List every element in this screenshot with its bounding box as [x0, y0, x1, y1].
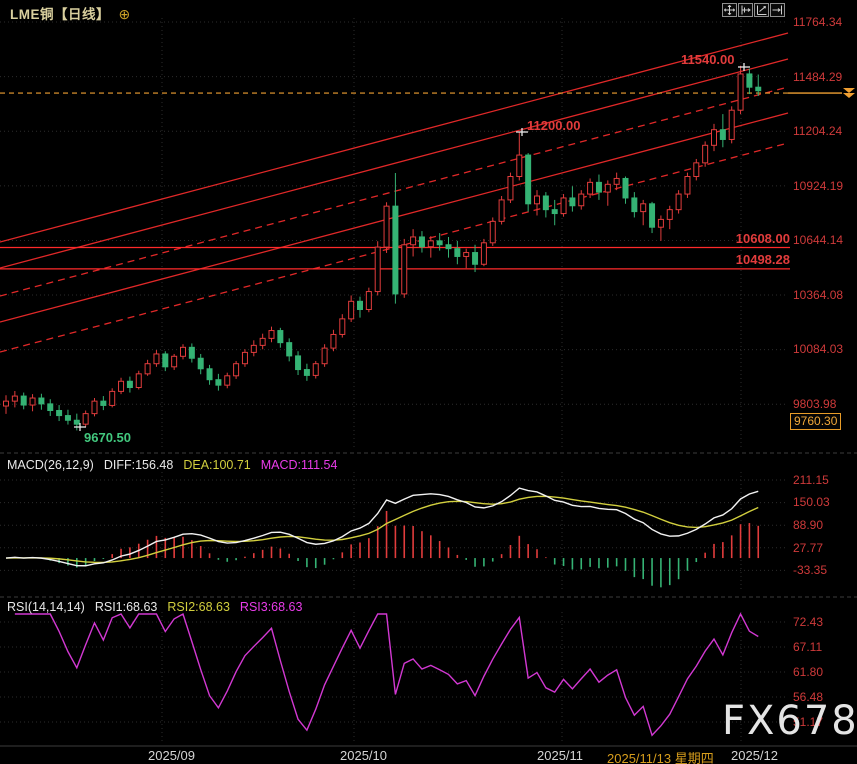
price-axis-label: 11484.29: [793, 70, 843, 84]
macd-axis-label: -33.35: [793, 563, 828, 577]
page-title: LME铜【日线】: [10, 7, 110, 22]
rsi-axis-label: 56.48: [793, 690, 824, 704]
date-axis-label: 2025/12: [731, 748, 778, 763]
annotation-support-10608: 10608.00: [735, 231, 790, 246]
gridlines: [0, 18, 857, 747]
macd-macd-value: MACD:111.54: [260, 458, 338, 472]
cross-markers: [74, 63, 750, 431]
macd-diff-value: DIFF:156.48: [103, 458, 174, 472]
rsi-param-label: RSI(14,14,14): [7, 600, 85, 614]
date-axis-label: 2025/09: [148, 748, 195, 763]
macd-axis-label: 211.15: [793, 473, 829, 487]
cursor-price-badge: 9760.30: [790, 413, 842, 430]
x-axis-scale-icon[interactable]: [754, 3, 769, 17]
macd-axis-label: 27.77: [793, 541, 824, 555]
macd-param-label: MACD(26,12,9): [7, 458, 94, 472]
rsi2-value: RSI2:68.63: [167, 600, 230, 614]
price-axis-label: 11204.24: [793, 124, 843, 138]
macd-lines: [5, 487, 759, 567]
date-axis-label: 2025/11: [537, 748, 584, 763]
titlebar: LME铜【日线】 ⊕: [10, 3, 130, 24]
macd-dea-value: DEA:100.71: [183, 458, 251, 472]
price-axis-label: 10644.14: [793, 233, 844, 247]
date-axis-label-highlighted: 2025/11/13 星期四: [607, 751, 714, 764]
annotation-high-11200: 11200.00: [527, 118, 581, 133]
macd-axis-label: 150.03: [793, 495, 830, 509]
rsi-header: RSI(14,14,14) RSI1:68.63 RSI2:68.63 RSI3:68…: [7, 600, 302, 614]
go-to-end-icon[interactable]: [770, 3, 785, 17]
price-axis-label: 10084.03: [793, 342, 844, 356]
price-axis-label: 10364.08: [793, 288, 844, 302]
price-axis-label: 10924.19: [793, 179, 844, 193]
annotation-high-11540: 11540.00: [681, 52, 735, 67]
rsi-axis-label: 51.17: [793, 715, 824, 729]
chart-toolbar: [722, 3, 785, 17]
date-axis-label: 2025/10: [340, 748, 387, 763]
annotation-support-10498: 10498.28: [735, 252, 790, 267]
fx678-watermark: FX678: [722, 698, 857, 744]
macd-header: MACD(26,12,9) DIFF:156.48 DEA:100.71 MACD:1…: [7, 458, 337, 472]
trendlines: [0, 32, 855, 353]
rsi3-value: RSI3:68.63: [239, 600, 303, 614]
rsi-axis-label: 61.80: [793, 665, 824, 679]
rsi1-value: RSI1:68.63: [94, 600, 158, 614]
pan-icon[interactable]: [722, 3, 737, 17]
price-axis-label: 11764.34: [793, 15, 843, 29]
macd-histogram: [14, 510, 760, 588]
annotation-low-9670: 9670.50: [84, 430, 131, 445]
rsi-axis-label: 67.11: [793, 640, 823, 654]
price-axis-label: 9803.98: [793, 397, 837, 411]
candlesticks: [3, 65, 762, 431]
rsi-axis-label: 72.43: [793, 615, 824, 629]
rsi-line: [14, 612, 759, 737]
y-axis-scale-icon[interactable]: [738, 3, 753, 17]
macd-axis-label: 88.90: [793, 518, 824, 532]
crosshair-toggle-icon[interactable]: ⊕: [118, 6, 131, 22]
